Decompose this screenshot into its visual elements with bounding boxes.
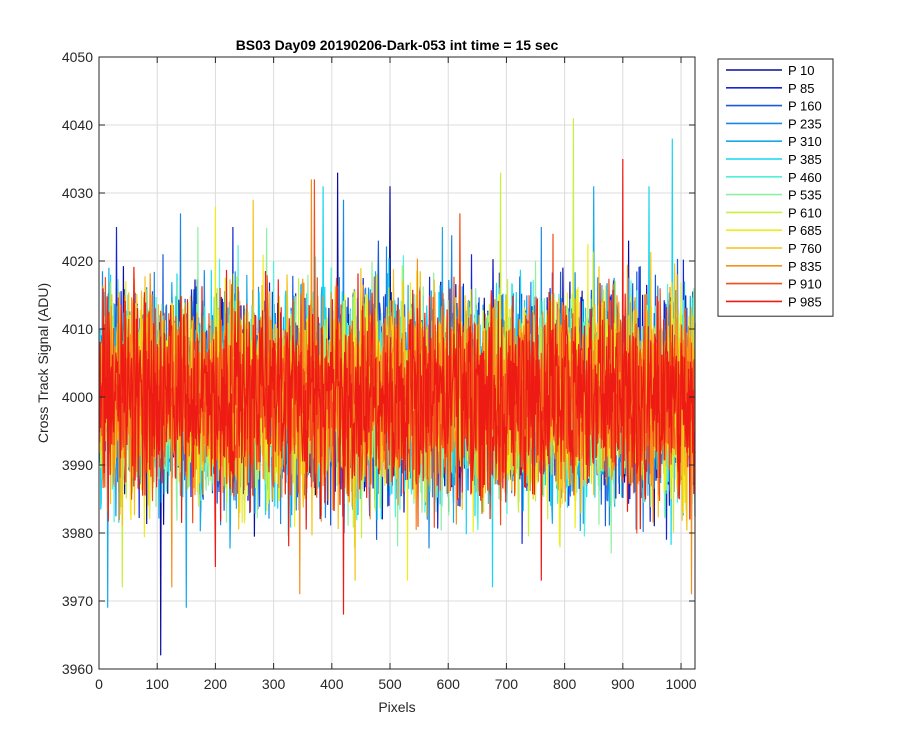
y-tick-label: 3970 [62, 593, 93, 609]
x-tick-label: 200 [204, 676, 228, 692]
x-tick-label: 900 [611, 676, 635, 692]
legend-entry-label: P 385 [788, 152, 822, 167]
legend-entry-label: P 985 [788, 294, 822, 309]
y-tick-label: 4000 [62, 389, 93, 405]
legend-entry-label: P 685 [788, 223, 822, 238]
legend-entry-label: P 610 [788, 205, 822, 220]
y-tick-label: 3990 [62, 457, 93, 473]
legend-entry-label: P 910 [788, 277, 822, 292]
x-tick-label: 600 [437, 676, 461, 692]
legend-entry-label: P 835 [788, 259, 822, 274]
x-tick-label: 800 [553, 676, 577, 692]
y-tick-label: 4040 [62, 117, 93, 133]
y-tick-label: 3980 [62, 525, 93, 541]
legend[interactable]: P 10 P 85 P 160 P 235 P 310 P 385 P 460 P 535 P … [717, 58, 834, 317]
y-tick-label: 4010 [62, 321, 93, 337]
y-tick-label: 4050 [62, 49, 93, 65]
y-tick-label: 3960 [62, 661, 93, 677]
x-tick-label: 300 [262, 676, 286, 692]
legend-entry-label: P 10 [788, 63, 815, 78]
legend-entry-label: P 310 [788, 134, 822, 149]
chart-title: BS03 Day09 20190206-Dark-053 int time = … [236, 37, 559, 53]
y-tick-label: 4030 [62, 185, 93, 201]
x-tick-label: 500 [378, 676, 402, 692]
legend-entry-label: P 460 [788, 170, 822, 185]
x-axis-label: Pixels [378, 699, 415, 715]
series-line-p985 [99, 158, 696, 615]
legend-entry-label: P 160 [788, 99, 822, 114]
x-tick-label: 400 [320, 676, 344, 692]
legend-entry-label: P 535 [788, 188, 822, 203]
x-tick-label: 700 [495, 676, 519, 692]
x-tick-label: 0 [95, 676, 103, 692]
y-tick-label: 4020 [62, 253, 93, 269]
y-axis-label: Cross Track Signal (ADU) [35, 283, 51, 443]
x-tick-label: 1000 [665, 676, 696, 692]
legend-box [717, 58, 834, 317]
axis-ticks: 0 100 200 300 400 500 600 700 800 900 1000 3960 3970… [62, 49, 697, 692]
legend-entry-label: P 760 [788, 241, 822, 256]
axes-box [98, 56, 696, 670]
plot-series [99, 118, 696, 656]
x-tick-label: 100 [146, 676, 170, 692]
legend-entry-label: P 85 [788, 81, 815, 96]
legend-entry-label: P 235 [788, 116, 822, 131]
